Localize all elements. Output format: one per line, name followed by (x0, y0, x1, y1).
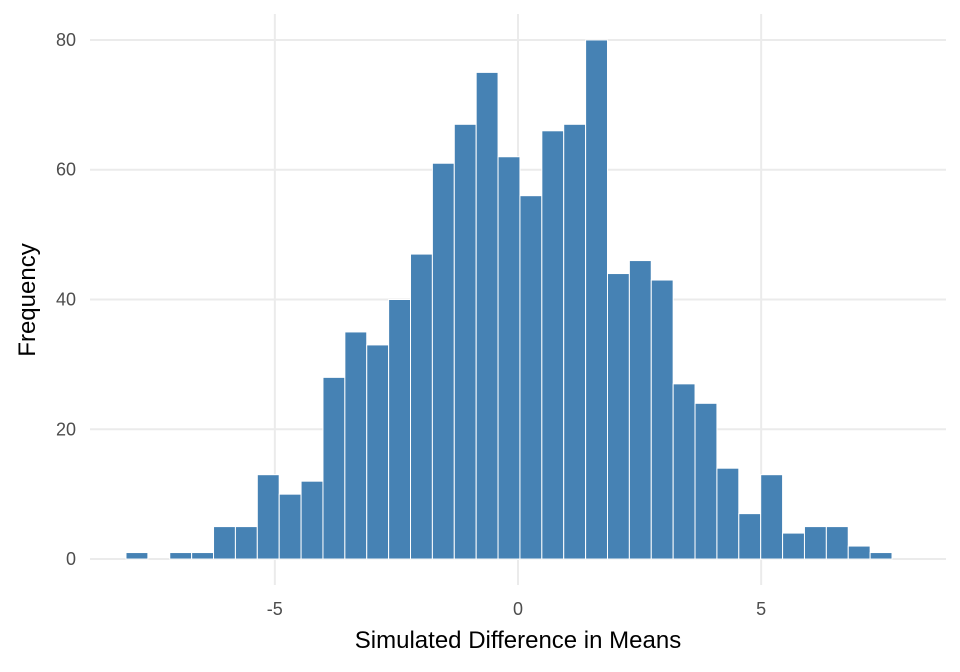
histogram-bar-6 (256, 474, 280, 560)
x-axis-title: Simulated Difference in Means (355, 627, 681, 654)
y-tick-label-0: 0 (66, 549, 76, 569)
histogram-bar-8 (300, 480, 324, 560)
y-tick-label-2: 40 (56, 290, 76, 310)
histogram-bar-3 (191, 552, 215, 560)
histogram-bar-2 (169, 552, 193, 560)
histogram-bar-15 (453, 123, 477, 560)
histogram-bar-4 (213, 526, 236, 560)
y-tick-label-3: 60 (56, 160, 76, 180)
histogram-bar-23 (628, 260, 652, 560)
histogram-bar-12 (388, 299, 412, 560)
histogram-bar-7 (278, 493, 302, 560)
histogram-bar-17 (497, 156, 521, 560)
y-axis-ticks: 0 20 40 60 80 (56, 30, 76, 569)
histogram-bar-13 (410, 253, 433, 560)
histogram-bar-26 (694, 402, 718, 560)
histogram-bar-16 (475, 71, 499, 560)
histogram-bar-10 (344, 331, 368, 560)
histogram-bar-5 (234, 526, 258, 560)
y-tick-label-1: 20 (56, 419, 76, 439)
x-tick-label-1: 0 (513, 599, 523, 619)
histogram-bar-22 (606, 273, 630, 560)
histogram-bar-34 (869, 552, 893, 560)
histogram-bar-27 (716, 467, 740, 560)
histogram-bar-14 (431, 162, 455, 560)
x-axis-ticks: -5 0 5 (267, 599, 766, 619)
histogram-bar-29 (760, 474, 784, 560)
histogram-bars (125, 39, 893, 560)
histogram-bar-9 (322, 376, 346, 560)
histogram-bar-21 (585, 39, 608, 560)
y-tick-label-4: 80 (56, 30, 76, 50)
histogram-bar-0 (125, 552, 149, 560)
histogram-bar-18 (519, 195, 543, 560)
x-tick-label-0: -5 (267, 599, 283, 619)
histogram-bar-20 (563, 123, 587, 560)
y-axis-title: Frequency (14, 243, 41, 356)
histogram-bar-28 (738, 513, 762, 560)
x-tick-label-2: 5 (756, 599, 766, 619)
histogram-bar-25 (672, 383, 696, 560)
histogram-bar-33 (847, 545, 871, 560)
histogram-bar-24 (650, 279, 674, 560)
histogram-bar-32 (825, 526, 849, 560)
histogram-bar-11 (366, 344, 390, 560)
histogram-bar-30 (782, 532, 805, 560)
histogram-bar-31 (803, 526, 827, 560)
histogram-bar-19 (541, 130, 565, 560)
